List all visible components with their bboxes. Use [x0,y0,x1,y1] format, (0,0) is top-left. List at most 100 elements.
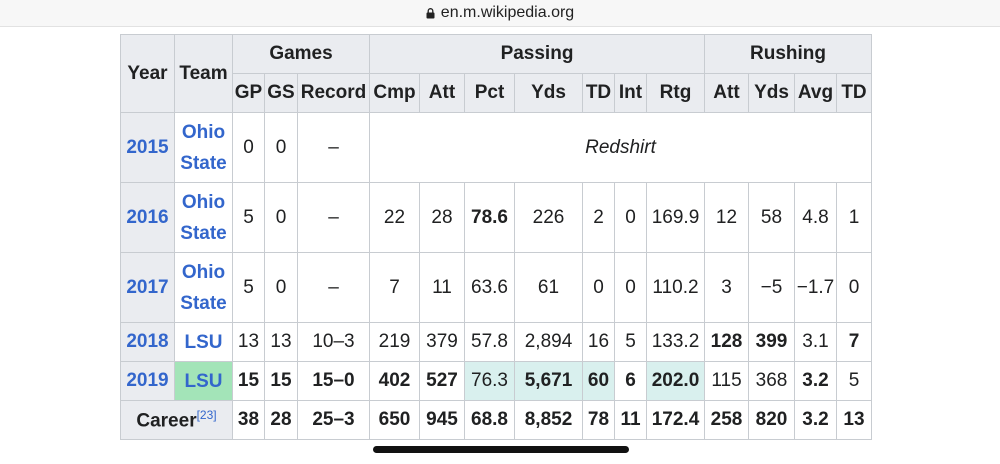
team-link[interactable]: Ohio State [180,117,226,179]
rtg-cell: 169.9 [646,182,705,253]
team-link-line2: State [180,152,227,174]
rush-yds-cell: 368 [748,361,795,401]
gs-cell: 15 [264,361,298,401]
header-rush-att: Att [704,73,749,113]
year-cell: 2018 [120,322,175,362]
year-link[interactable]: 2015 [126,136,169,158]
lock-icon [426,7,435,18]
rush-td-cell: 5 [836,361,872,401]
table-row: 2016 Ohio State 5 0 – 22 28 78.6 226 2 0 … [120,182,872,253]
pct-cell: 57.8 [464,322,515,362]
yds-cell: 226 [514,182,583,253]
record-cell: 25–3 [297,400,370,440]
team-cell: Ohio State [174,252,233,323]
record-cell: – [297,112,370,183]
header-gs: GS [264,73,298,113]
yds-cell: 2,894 [514,322,583,362]
td-cell: 16 [582,322,615,362]
team-link-line1: Ohio [181,191,226,213]
table-row: 2018 LSU 13 13 10–3 219 379 57.8 2,894 1… [120,322,872,362]
career-row: Career[23] 38 28 25–3 650 945 68.8 8,852… [120,400,872,440]
gs-cell: 28 [264,400,298,440]
team-link[interactable]: LSU [184,331,223,353]
address-bar[interactable]: en.m.wikipedia.org [0,0,1000,26]
gp-cell: 5 [232,252,265,323]
team-link[interactable]: LSU [184,370,223,392]
career-label-cell: Career[23] [120,400,233,440]
header-rush-avg: Avg [794,73,837,113]
url-text: en.m.wikipedia.org [440,4,575,21]
rush-att-cell: 12 [704,182,749,253]
year-cell: 2015 [120,112,175,183]
rtg-cell: 172.4 [646,400,705,440]
att-cell: 379 [419,322,465,362]
team-link-line1: Ohio [181,121,226,143]
header-team: Team [174,34,233,113]
team-link[interactable]: Ohio State [180,187,226,249]
rush-yds-cell: 399 [748,322,795,362]
reference-link[interactable]: [23] [196,407,217,422]
cmp-cell: 219 [369,322,420,362]
att-cell: 527 [419,361,465,401]
int-cell: 0 [614,252,647,323]
header-att: Att [419,73,465,113]
career-stats-table: Year Team Games Passing Rushing GP GS Re… [120,34,872,440]
rush-att-cell: 3 [704,252,749,323]
team-link[interactable]: Ohio State [180,257,226,319]
cmp-cell: 22 [369,182,420,253]
header-rushing: Rushing [704,34,872,74]
gs-cell: 13 [264,322,298,362]
team-link-line2: State [180,292,227,314]
cmp-cell: 7 [369,252,420,323]
table-row: 2015 Ohio State 0 0 – Redshirt [120,112,872,183]
td-cell: 60 [582,361,615,401]
table-row: 2019 LSU 15 15 15–0 402 527 76.3 5,671 6… [120,361,872,401]
header-yds: Yds [514,73,583,113]
pct-cell: 76.3 [464,361,515,401]
int-cell: 11 [614,400,647,440]
redshirt-note: Redshirt [369,112,872,183]
rush-yds-cell: −5 [748,252,795,323]
rtg-cell: 133.2 [646,322,705,362]
header-pct: Pct [464,73,515,113]
cmp-cell: 650 [369,400,420,440]
header-rtg: Rtg [646,73,705,113]
year-link[interactable]: 2018 [126,331,169,352]
header-gp: GP [232,73,265,113]
home-indicator[interactable] [373,446,629,453]
pct-cell: 78.6 [464,182,515,253]
yds-cell: 61 [514,252,583,323]
year-link[interactable]: 2016 [126,206,169,228]
int-cell: 0 [614,182,647,253]
gp-cell: 38 [232,400,265,440]
header-row-groups: Year Team Games Passing Rushing [120,34,872,113]
rush-td-cell: 7 [836,322,872,362]
year-link[interactable]: 2019 [126,370,169,391]
rush-att-cell: 258 [704,400,749,440]
record-cell: – [297,252,370,323]
gs-cell: 0 [264,252,298,323]
record-cell: – [297,182,370,253]
header-passing: Passing [369,34,705,74]
team-cell: Ohio State [174,182,233,253]
year-cell: 2017 [120,252,175,323]
header-year: Year [120,34,175,113]
record-cell: 15–0 [297,361,370,401]
rush-avg-cell: 4.8 [794,182,837,253]
year-link[interactable]: 2017 [126,276,169,298]
header-games: Games [232,34,370,74]
att-cell: 945 [419,400,465,440]
gp-cell: 13 [232,322,265,362]
header-rush-td: TD [836,73,872,113]
team-cell: Ohio State [174,112,233,183]
pct-cell: 63.6 [464,252,515,323]
rtg-cell: 110.2 [646,252,705,323]
header-td: TD [582,73,615,113]
record-cell: 10–3 [297,322,370,362]
year-cell: 2019 [120,361,175,401]
table-row: 2017 Ohio State 5 0 – 7 11 63.6 61 0 0 11… [120,252,872,323]
int-cell: 5 [614,322,647,362]
header-cmp: Cmp [369,73,420,113]
year-cell: 2016 [120,182,175,253]
page-content: Year Team Games Passing Rushing GP GS Re… [0,26,1000,464]
